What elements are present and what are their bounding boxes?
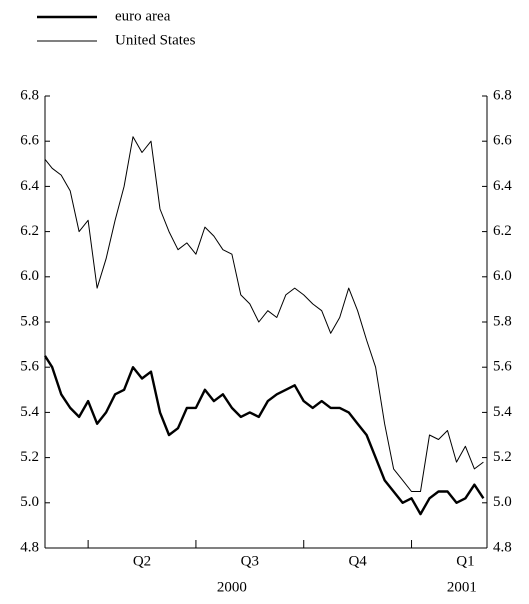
year-label: 2001 [447,579,477,595]
y-tick-label-right: 4.8 [493,539,512,555]
y-tick-label-right: 6.0 [493,268,512,284]
y-tick-label: 5.4 [20,404,39,420]
y-tick-label: 5.0 [20,494,39,510]
x-tick-label: Q2 [133,553,151,569]
y-tick-label: 5.8 [20,313,39,329]
y-tick-label-right: 6.6 [493,133,512,149]
y-tick-label-right: 5.6 [493,359,512,375]
y-tick-label-right: 6.2 [493,223,512,239]
y-tick-label: 6.6 [20,133,39,149]
y-tick-label-right: 5.4 [493,404,512,420]
y-tick-label: 6.4 [20,178,39,194]
y-tick-label: 4.8 [20,539,39,555]
y-tick-label-right: 6.4 [493,178,512,194]
x-tick-label: Q1 [456,553,474,569]
x-tick-label: Q3 [241,553,259,569]
line-series [44,136,484,492]
line-series [43,355,485,516]
y-tick-label-right: 5.8 [493,313,512,329]
legend-label: euro area [115,8,171,24]
y-tick-label: 5.2 [20,449,39,465]
y-tick-label-right: 6.8 [493,87,512,103]
y-tick-label: 6.8 [20,87,39,103]
y-tick-label-right: 5.2 [493,449,512,465]
x-tick-label: Q4 [348,553,367,569]
year-label: 2000 [217,579,247,595]
y-tick-label: 6.2 [20,223,39,239]
legend-label: United States [115,32,196,48]
y-tick-label: 5.6 [20,359,39,375]
y-tick-label: 6.0 [20,268,39,284]
y-tick-label-right: 5.0 [493,494,512,510]
